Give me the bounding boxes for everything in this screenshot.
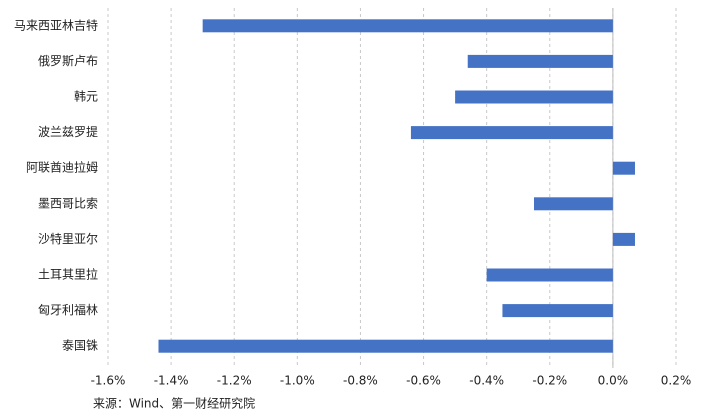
x-tick-label: -1.6%: [91, 374, 126, 388]
bar: [612, 232, 635, 246]
x-tick-label: -0.2%: [532, 374, 567, 388]
y-tick-label: 俄罗斯卢布: [38, 53, 98, 68]
bar: [486, 268, 613, 282]
x-tick-label: -1.2%: [217, 374, 252, 388]
x-tick-label: -0.8%: [343, 374, 378, 388]
bar: [158, 339, 613, 353]
y-tick-label: 马来西亚林吉特: [14, 17, 98, 32]
y-tick-label: 墨西哥比索: [38, 196, 98, 210]
y-tick-label: 泰国铢: [62, 338, 98, 353]
x-tick-label: -1.0%: [280, 374, 315, 388]
y-tick-label: 波兰兹罗提: [38, 124, 98, 139]
y-tick-label: 土耳其里拉: [38, 267, 98, 282]
y-tick-label: 匈牙利福林: [38, 302, 98, 317]
bar: [467, 54, 613, 68]
bar: [202, 19, 613, 33]
source-note: 来源：Wind、第一财经研究院: [93, 396, 255, 411]
x-tick-label: 0.0%: [598, 374, 629, 388]
bar: [410, 126, 613, 140]
bar: [612, 161, 635, 175]
bar: [502, 304, 613, 318]
x-tick-label: -0.6%: [406, 374, 441, 388]
y-tick-label: 沙特里亚尔: [38, 231, 98, 246]
x-tick-label: -1.4%: [154, 374, 189, 388]
bar: [455, 90, 613, 104]
y-tick-label: 阿联酋迪拉姆: [26, 160, 98, 175]
x-tick-label: -0.4%: [469, 374, 504, 388]
y-tick-label: 韩元: [74, 89, 98, 104]
bar: [534, 197, 613, 211]
x-tick-label: 0.2%: [661, 374, 692, 388]
